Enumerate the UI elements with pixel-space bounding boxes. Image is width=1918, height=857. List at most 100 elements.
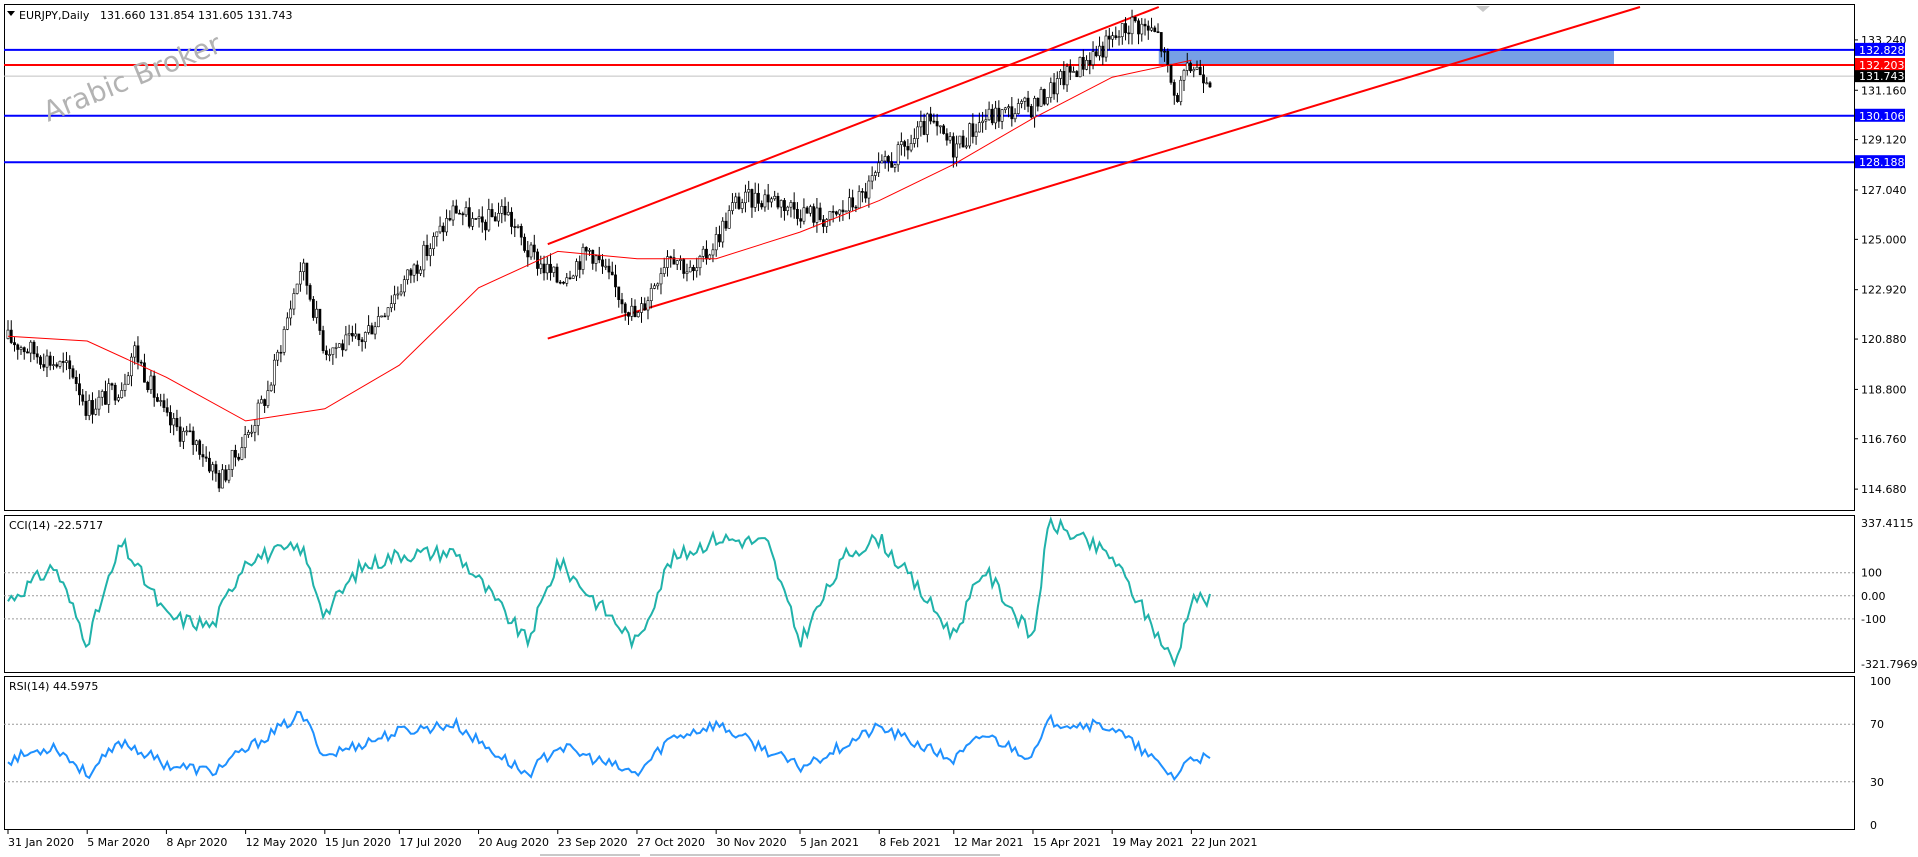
candle [81,389,85,406]
cci-tick-label: 337.4115 [1861,517,1914,530]
candle-body [162,400,166,408]
candle [1062,61,1066,90]
candle-body [961,135,965,148]
candle [757,183,760,212]
candle-body [896,144,900,166]
channel-line-upper[interactable] [547,6,1160,246]
candle [221,464,224,489]
candle-body [357,333,361,341]
candle [653,283,656,290]
candle-body [279,351,283,354]
candle-body [1195,66,1199,70]
candle [721,217,725,248]
candle-body [545,263,549,274]
candle [763,189,767,212]
candle-body [643,303,647,311]
candle [259,395,263,404]
candle [305,262,309,295]
candle [578,255,582,279]
candle-body [497,213,500,222]
candle [178,416,182,447]
candle [1098,36,1101,61]
candle [838,209,842,222]
candle-body [568,277,572,280]
candle [1075,69,1079,78]
channel-line-lower[interactable] [547,6,1641,340]
candle [256,399,260,436]
candle-body [552,266,556,273]
candle [909,134,913,153]
candle [1101,41,1105,65]
candle-body [1137,20,1140,35]
candle-body [13,342,16,346]
candle [393,285,396,311]
candle-body [149,375,153,391]
candle-body [120,390,124,399]
candle-body [208,457,211,472]
candle [315,300,319,324]
candle-body [380,315,383,318]
candle-body [994,107,997,124]
candle-body [987,108,991,121]
candle-body [789,202,793,208]
time-axis: 31 Jan 2020 5 Mar 2020 8 Apr 2020 12 May 20… [7,830,1258,856]
candle [750,188,754,218]
candle-body [282,329,286,353]
candle-body [753,192,757,208]
candle-body [951,136,955,158]
candle [149,370,153,394]
candle-body [912,138,916,144]
candle-body [211,464,215,472]
candle [282,326,286,356]
candle-body [886,156,890,162]
candle-body [740,202,744,209]
candle [113,382,117,405]
candle [880,154,884,164]
candle [789,200,793,218]
level-price-label: 128.188 [1859,156,1905,169]
candle [864,182,868,203]
candle [373,321,377,340]
candle-body [721,220,725,243]
candle-body [1036,98,1040,107]
candle [311,296,315,321]
candle-body [78,383,81,396]
candle-body [679,259,682,261]
candle [477,209,481,228]
candle-body [744,191,747,204]
time-tick-label: 19 May 2021 [1112,836,1184,849]
candle-body [815,207,819,223]
candle [529,242,533,260]
candle [883,150,887,169]
candle [1065,63,1069,92]
candle [1198,59,1202,76]
candle-body [409,269,413,276]
candle-body [630,305,634,317]
candle-body [256,402,260,426]
candle-body [899,141,903,145]
price-tick-label: 129.120 [1861,134,1907,147]
candle [662,257,666,277]
candle-body [471,218,474,227]
candle-body [649,288,653,301]
candle-body [695,267,699,272]
candle-body [516,226,520,228]
candle-body [919,121,923,128]
candle-body [640,303,643,313]
candle-body [386,307,390,317]
candle [1088,52,1092,75]
candle [169,405,172,434]
candle-body [1052,82,1056,95]
candle [545,256,549,280]
candle [224,465,228,483]
candle [480,206,484,233]
shift-marker-icon [1476,6,1490,12]
candle [217,470,221,493]
candle [123,373,127,397]
triangle-down-icon[interactable] [7,11,15,16]
candle [321,325,325,354]
candle [584,246,588,261]
candle [185,425,189,436]
candle [549,253,552,281]
